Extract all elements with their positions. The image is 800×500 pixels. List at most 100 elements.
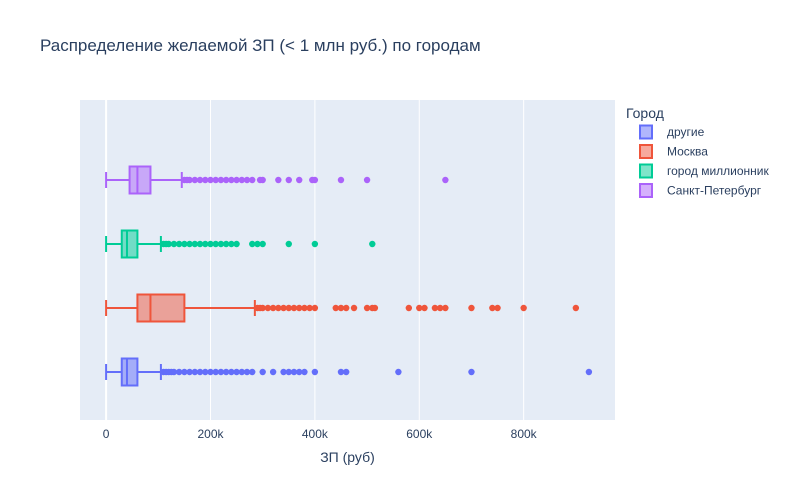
outlier-point <box>181 368 188 376</box>
outlier-point <box>233 176 240 184</box>
outlier-point <box>405 304 413 312</box>
outlier-point <box>217 176 225 184</box>
legend-swatch[interactable] <box>639 183 653 198</box>
outlier-point <box>468 304 475 312</box>
box-series <box>105 229 376 259</box>
x-tick-label: 0 <box>103 427 110 441</box>
outlier-point <box>186 368 193 376</box>
outlier-point <box>269 304 277 312</box>
legend-swatch[interactable] <box>639 144 653 159</box>
outlier-point <box>442 176 449 184</box>
box-series <box>105 165 449 195</box>
outlier-point <box>233 368 240 376</box>
legend-swatch[interactable] <box>639 124 653 140</box>
outlier-point <box>275 176 282 184</box>
outlier-point <box>337 368 345 376</box>
outlier-point <box>520 304 527 312</box>
outlier-point <box>285 368 292 376</box>
chart-title: Распределение желаемой ЗП (< 1 млн руб.)… <box>40 36 481 55</box>
outlier-point <box>290 368 298 376</box>
outlier-point <box>217 368 225 376</box>
outlier-point <box>249 368 256 376</box>
outlier-point <box>254 240 261 248</box>
outlier-point <box>489 304 496 312</box>
outlier-point <box>311 304 319 312</box>
box-iqr <box>128 165 152 195</box>
outlier-point <box>285 304 292 312</box>
box-plots <box>105 165 593 387</box>
outlier-point <box>371 304 379 312</box>
outlier-point <box>196 368 204 376</box>
outlier-point <box>202 240 209 248</box>
outlier-point <box>311 176 319 184</box>
outlier-point <box>238 176 246 184</box>
outlier-point <box>228 176 235 184</box>
outlier-point <box>238 368 246 376</box>
outlier-point <box>332 304 339 312</box>
outlier-point <box>259 304 266 312</box>
outlier-point <box>249 176 256 184</box>
outlier-point <box>296 368 303 376</box>
outlier-point <box>212 368 219 376</box>
outlier-point <box>431 304 439 312</box>
x-tick-label: 200k <box>197 427 224 441</box>
box-series <box>105 357 593 387</box>
outlier-point <box>585 368 593 376</box>
outlier-point <box>170 368 178 376</box>
outlier-point <box>207 240 214 248</box>
outlier-point <box>207 176 214 184</box>
outlier-point <box>191 368 199 376</box>
outlier-point <box>228 368 235 376</box>
outlier-point <box>259 176 266 184</box>
outlier-point <box>363 304 371 312</box>
outlier-point <box>337 304 345 312</box>
outlier-point <box>275 304 282 312</box>
outlier-point <box>196 240 204 248</box>
outlier-point <box>296 304 303 312</box>
outlier-point <box>165 240 172 248</box>
legend-item-label[interactable]: Москва <box>667 145 708 159</box>
box-iqr <box>120 357 139 387</box>
outlier-point <box>249 240 256 248</box>
outlier-point <box>290 304 298 312</box>
outlier-point <box>350 304 358 312</box>
outlier-point <box>186 176 193 184</box>
outlier-point <box>269 368 277 376</box>
outlier-point <box>191 240 199 248</box>
outlier-point <box>337 176 345 184</box>
outlier-point <box>243 176 251 184</box>
outlier-point <box>202 176 209 184</box>
outlier-point <box>212 176 219 184</box>
legend-item-label[interactable]: Санкт-Петербург <box>667 184 762 198</box>
outlier-point <box>280 368 287 376</box>
box-iqr <box>120 229 139 259</box>
x-tick-label: 400k <box>302 427 329 441</box>
outlier-point <box>416 304 423 312</box>
outlier-point <box>421 304 428 312</box>
outlier-point <box>259 240 266 248</box>
outlier-point <box>369 240 376 248</box>
outlier-point <box>395 368 402 376</box>
outlier-point <box>259 368 266 376</box>
outlier-point <box>233 240 240 248</box>
outlier-point <box>264 304 272 312</box>
outlier-point <box>494 304 501 312</box>
outlier-point <box>202 368 209 376</box>
legend-item-label[interactable]: город миллионник <box>667 164 769 178</box>
x-tick-label: 600k <box>406 427 433 441</box>
outlier-point <box>207 368 214 376</box>
x-axis-title: ЗП (руб) <box>320 449 375 465</box>
outlier-point <box>181 240 188 248</box>
legend-swatch[interactable] <box>639 163 653 179</box>
outlier-point <box>191 176 199 184</box>
outlier-point <box>222 368 230 376</box>
legend-item-label[interactable]: другие <box>667 125 705 139</box>
outlier-point <box>285 240 292 248</box>
outlier-point <box>342 304 350 312</box>
plot-area <box>80 100 615 420</box>
outlier-point <box>222 240 230 248</box>
outlier-point <box>175 240 183 248</box>
outlier-point <box>280 304 287 312</box>
outlier-point <box>311 368 319 376</box>
